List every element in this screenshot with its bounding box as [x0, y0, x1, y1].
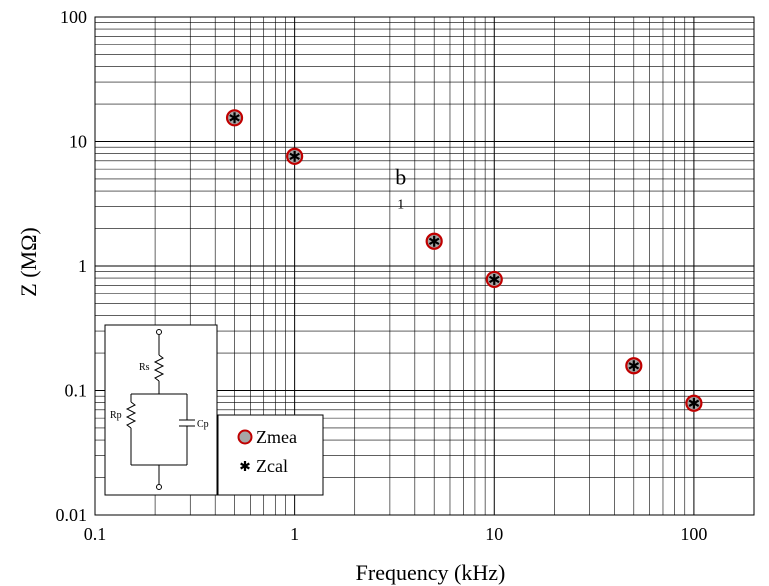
x-tick-label: 10 — [485, 524, 503, 544]
x-tick-labels: 0.1 1 10 100 — [84, 524, 708, 544]
resistor-rs-symbol — [153, 354, 165, 382]
annotation-text: b — [395, 165, 406, 190]
y-tick-label: 0.01 — [56, 505, 88, 525]
y-tick-label: 100 — [60, 7, 87, 27]
legend-frame — [217, 414, 324, 496]
circuit-label-rs: Rs — [139, 362, 150, 373]
zcal-point — [229, 112, 240, 124]
circuit-inset-frame — [104, 324, 218, 496]
asterisk-stroke — [289, 152, 300, 161]
y-tick-label: 0.1 — [65, 381, 88, 401]
y-tick-label: 1 — [78, 256, 87, 276]
chart-legend: Zmea Zcal — [217, 414, 324, 496]
x-tick-label: 0.1 — [84, 524, 107, 544]
circuit-diagram — [125, 329, 195, 490]
zcal-point — [428, 235, 440, 247]
asterisk-stroke — [428, 237, 440, 245]
x-tick-label: 1 — [290, 524, 299, 544]
asterisk-stroke — [240, 462, 250, 470]
zcal-legend-asterisk — [240, 461, 250, 471]
circuit-label-cp: Cp — [197, 419, 209, 430]
chart-annotations: b1 — [395, 165, 406, 213]
resistor-rp-symbol — [125, 401, 137, 429]
annotation-text: 1 — [397, 197, 404, 212]
data-points — [225, 109, 703, 412]
circuit-label-rp: Rp — [110, 410, 122, 421]
y-axis-label: Z (MΩ) — [16, 227, 41, 297]
zcal-point — [488, 273, 500, 285]
zcal-point — [289, 150, 300, 162]
asterisk-stroke — [488, 275, 500, 284]
x-tick-label: 100 — [680, 524, 707, 544]
zcal-point — [688, 397, 700, 409]
legend-label-zmea: Zmea — [256, 427, 297, 447]
asterisk-stroke — [688, 399, 700, 407]
asterisk-stroke — [229, 114, 240, 122]
x-axis-label: Frequency (kHz) — [356, 560, 506, 585]
y-tick-labels: 0.01 0.1 1 10 100 — [56, 7, 88, 525]
legend-marker-zmea — [237, 429, 253, 445]
y-tick-label: 10 — [69, 132, 87, 152]
legend-marker-zcal — [240, 461, 250, 471]
legend-label-zcal: Zcal — [256, 456, 288, 476]
asterisk-stroke — [628, 362, 640, 370]
zcal-point — [628, 360, 640, 372]
circuit-inset: Rs Rp Cp — [104, 324, 218, 496]
plot-area-frame — [94, 16, 755, 516]
